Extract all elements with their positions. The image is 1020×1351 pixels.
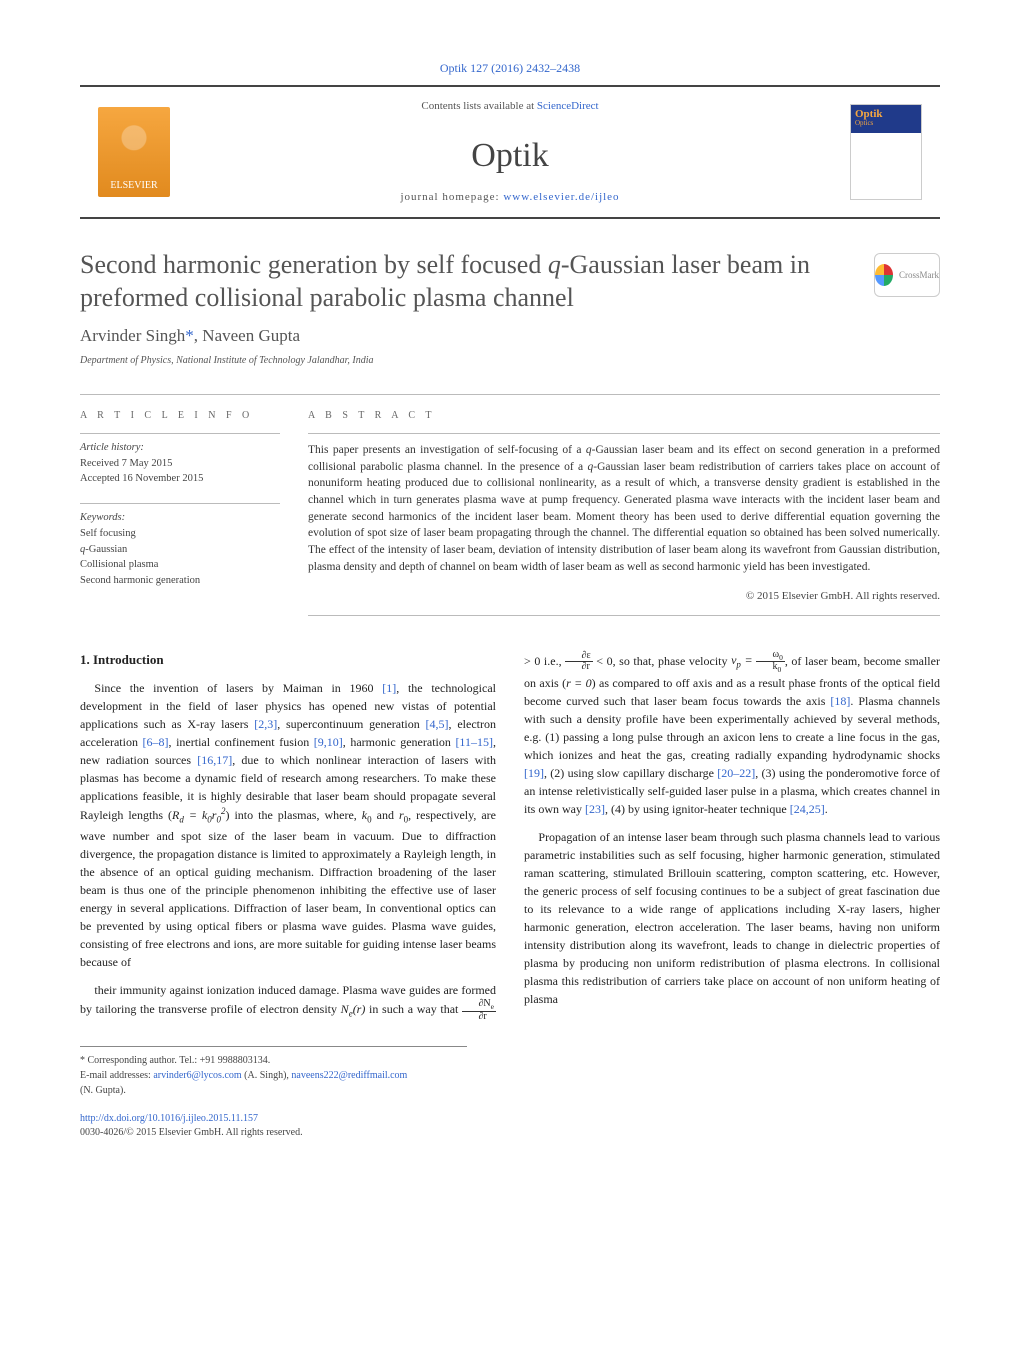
p2j: , (4) by using ignitor-heater technique	[605, 802, 790, 816]
homepage-pre: journal homepage:	[400, 191, 503, 203]
accepted-date: Accepted 16 November 2015	[80, 471, 280, 487]
ref-1[interactable]: [1]	[382, 681, 396, 695]
p1f: , harmonic generation	[343, 735, 456, 749]
ref-6-8[interactable]: [6–8]	[143, 735, 169, 749]
corresponding-author: * Corresponding author. Tel.: +91 998880…	[80, 1053, 467, 1068]
p1k: , respectively, are wave number and spot…	[80, 808, 496, 969]
abs-pre: This paper presents an investigation of …	[308, 444, 586, 456]
abstract-col: A B S T R A C T This paper presents an i…	[308, 409, 940, 616]
sec-title: Introduction	[93, 652, 164, 667]
paragraph-3: Propagation of an intense laser beam thr…	[524, 828, 940, 1008]
elsevier-tree-icon	[112, 121, 156, 177]
homepage-link[interactable]: www.elsevier.de/ijleo	[503, 191, 619, 203]
article-info-head: A R T I C L E I N F O	[80, 409, 280, 423]
author-1: Arvinder Singh	[80, 326, 185, 345]
p2d: < 0, so that, phase velocity	[593, 653, 731, 667]
ref-23[interactable]: [23]	[585, 802, 605, 816]
sciencedirect-link[interactable]: ScienceDirect	[537, 100, 599, 112]
crossmark-icon	[875, 264, 893, 286]
keyword-1: Self focusing	[80, 526, 280, 542]
journal-header: ELSEVIER Contents lists available at Sci…	[80, 85, 940, 219]
affiliation: Department of Physics, National Institut…	[80, 354, 940, 368]
article-info-col: A R T I C L E I N F O Article history: R…	[80, 409, 280, 616]
email-2[interactable]: naveens222@rediffmail.com	[291, 1070, 407, 1081]
ref-2-3[interactable]: [2,3]	[254, 717, 277, 731]
elsevier-logo: ELSEVIER	[98, 107, 170, 197]
contents-pre: Contents lists available at	[421, 100, 536, 112]
ref-4-5[interactable]: [4,5]	[426, 717, 449, 731]
frac-deps: ∂ε∂r	[565, 651, 593, 672]
p1j: and	[372, 808, 399, 822]
formula-vp: vp =	[731, 653, 756, 667]
article-history: Article history: Received 7 May 2015 Acc…	[80, 433, 280, 487]
keyword-4: Second harmonic generation	[80, 573, 280, 589]
p1i: ) into the plasmas, where,	[225, 808, 361, 822]
header-center: Contents lists available at ScienceDirec…	[170, 99, 850, 205]
p1a: Since the invention of lasers by Maiman …	[94, 681, 382, 695]
email-1[interactable]: arvinder6@lycos.com	[153, 1070, 241, 1081]
p2h: , (2) using slow capillary discharge	[544, 766, 717, 780]
ref-9-10[interactable]: [9,10]	[314, 735, 343, 749]
crossmark-badge[interactable]: CrossMark	[874, 253, 940, 297]
ref-11-15[interactable]: [11–15]	[455, 735, 493, 749]
keywords-label: Keywords:	[80, 510, 280, 526]
corr-star: *	[185, 326, 194, 345]
p1c: , supercontinuum generation	[277, 717, 425, 731]
p2k: .	[825, 802, 828, 816]
email-addresses: E-mail addresses: arvinder6@lycos.com (A…	[80, 1068, 467, 1083]
formula-ne: Ne(r)	[341, 1002, 366, 1016]
title-q: q	[548, 250, 561, 279]
ref-18[interactable]: [18]	[830, 694, 850, 708]
keyword-2: q-Gaussian	[80, 542, 280, 558]
ref-20-22[interactable]: [20–22]	[717, 766, 755, 780]
issn-copyright: 0030-4026/© 2015 Elsevier GmbH. All righ…	[80, 1126, 940, 1140]
article-title: Second harmonic generation by self focus…	[80, 249, 860, 314]
section-1-heading: 1. Introduction	[80, 650, 496, 670]
crossmark-label: CrossMark	[899, 269, 939, 282]
r-eq-0: r = 0	[566, 676, 592, 690]
email1-who: (A. Singh),	[242, 1070, 292, 1081]
history-label: Article history:	[80, 440, 280, 456]
frac-vp: ω0k0	[756, 650, 785, 674]
ref-19[interactable]: [19]	[524, 766, 544, 780]
frac-dne: ∂Ne∂r	[462, 999, 496, 1022]
elsevier-label: ELSEVIER	[110, 179, 157, 193]
abstract-copyright: © 2015 Elsevier GmbH. All rights reserve…	[308, 589, 940, 615]
keywords: Keywords: Self focusing q-Gaussian Colli…	[80, 503, 280, 589]
authors: Arvinder Singh*, Naveen Gupta	[80, 324, 940, 348]
kw2-post: -Gaussian	[85, 544, 127, 555]
paragraph-1: Since the invention of lasers by Maiman …	[80, 679, 496, 971]
sec-num: 1.	[80, 652, 90, 667]
ref-24-25[interactable]: [24,25]	[790, 802, 825, 816]
title-pre: Second harmonic generation by self focus…	[80, 250, 548, 279]
abstract-text: This paper presents an investigation of …	[308, 433, 940, 575]
ref-16-17[interactable]: [16,17]	[197, 753, 232, 767]
author-2: , Naveen Gupta	[194, 326, 300, 345]
journal-title: Optik	[471, 132, 548, 180]
doi-link[interactable]: http://dx.doi.org/10.1016/j.ijleo.2015.1…	[80, 1113, 258, 1124]
abs-post: -Gaussian laser beam redistribution of c…	[308, 461, 940, 573]
doi-block: http://dx.doi.org/10.1016/j.ijleo.2015.1…	[80, 1112, 940, 1140]
cover-sub: Optics	[855, 119, 873, 129]
abstract-head: A B S T R A C T	[308, 409, 940, 423]
body-text: 1. Introduction Since the invention of l…	[80, 650, 940, 1022]
p2c: > 0 i.e.,	[524, 653, 565, 667]
journal-cover-thumb: Optik Optics	[850, 104, 922, 200]
journal-homepage: journal homepage: www.elsevier.de/ijleo	[400, 190, 619, 205]
email2-who: (N. Gupta).	[80, 1083, 467, 1098]
p1e: , inertial confinement fusion	[169, 735, 314, 749]
keyword-3: Collisional plasma	[80, 557, 280, 573]
formula-rd: Rd = k0r02	[172, 808, 225, 822]
received-date: Received 7 May 2015	[80, 456, 280, 472]
email-label: E-mail addresses:	[80, 1070, 151, 1081]
p2b: in such a way that	[365, 1002, 462, 1016]
contents-available: Contents lists available at ScienceDirec…	[421, 99, 598, 114]
journal-reference: Optik 127 (2016) 2432–2438	[80, 60, 940, 77]
footnotes: * Corresponding author. Tel.: +91 998880…	[80, 1046, 467, 1098]
